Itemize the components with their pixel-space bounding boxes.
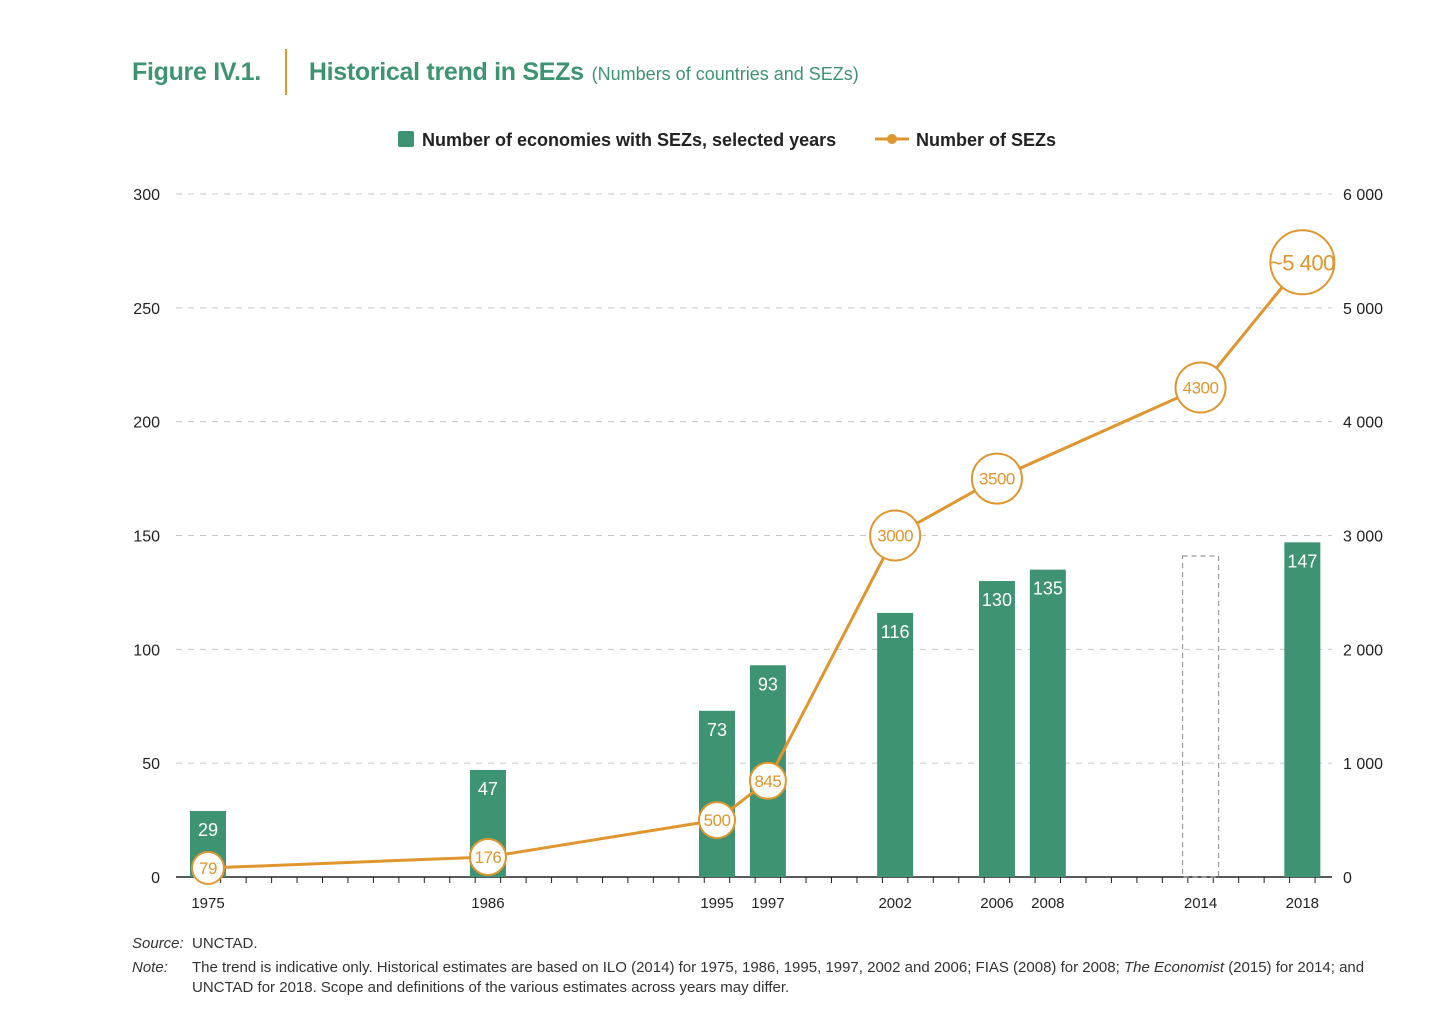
point-1995-label: 500: [704, 811, 731, 830]
x-tick-label: 2006: [980, 895, 1013, 912]
point-1995-marker: [698, 801, 736, 840]
y-left-tick-label: 100: [133, 642, 160, 659]
point-1997-label: 845: [754, 772, 781, 791]
source-label: Source:: [132, 935, 184, 952]
bar-2018-label: 147: [1287, 551, 1317, 571]
y-left-tick-label: 300: [133, 187, 160, 204]
bar-1986-label: 47: [478, 779, 498, 799]
figure-header: Figure IV.1. Historical trend in SEZs (N…: [132, 48, 859, 96]
point-1975-label: 79: [199, 859, 217, 878]
line-series: 79 176 500 845 3000 3500 4300 ~5 400: [191, 229, 1336, 886]
bar-2002-label: 116: [881, 622, 910, 642]
figure-title: Historical trend in SEZs: [308, 57, 584, 86]
note-text: The trend is indicative only. Historical…: [192, 958, 1392, 998]
point-2018-label: ~5 400: [1270, 250, 1335, 275]
y-left-tick-label: 0: [151, 870, 160, 887]
note-row: Note: The trend is indicative only. Hist…: [132, 958, 1392, 998]
bar-2008-label: 135: [1033, 579, 1063, 599]
note-text-part-2: (2015) for 2014; and UNCTAD for 2018. Sc…: [192, 959, 1365, 996]
sez-count-line: [207, 261, 1304, 870]
bar-2014-placeholder: [1181, 555, 1220, 878]
point-2002-marker: [869, 509, 922, 562]
y-right-tick-label: 5 000: [1343, 301, 1383, 318]
point-1986-marker: [468, 837, 507, 876]
point-1997-marker: [748, 761, 787, 800]
figure-subtitle: (Numbers of countries and SEZs): [591, 63, 859, 84]
y-right-tick-label: 2 000: [1343, 642, 1383, 659]
point-2014-label: 4300: [1183, 379, 1219, 398]
x-tick-label: 2008: [1031, 895, 1064, 912]
y-left-tick-label: 250: [133, 301, 160, 318]
point-2006-label: 3500: [979, 470, 1015, 489]
legend-bar-label: Number of economies with SEZs, selected …: [422, 130, 836, 150]
legend-bar-swatch: [398, 131, 414, 147]
bar-2006: [978, 581, 1015, 877]
note-text-italic: The Economist: [1123, 959, 1225, 976]
note-label: Note:: [132, 959, 168, 976]
y-right-tick-label: 0: [1343, 870, 1352, 887]
chart-legend: Number of economies with SEZs, selected …: [398, 130, 1056, 150]
y-left-tick-label: 200: [133, 415, 160, 432]
bar-1995: [699, 710, 735, 877]
bar-2002: [877, 612, 914, 877]
point-2006-marker: [970, 452, 1023, 505]
x-tick-label: 2002: [878, 895, 911, 912]
legend-line-label: Number of SEZs: [916, 130, 1056, 150]
source-text: UNCTAD.: [192, 935, 258, 952]
note-text-part-1: The trend is indicative only. Historical…: [192, 959, 1120, 976]
bar-1995-label: 73: [707, 720, 727, 740]
y-right-tick-label: 3 000: [1343, 529, 1383, 546]
figure-label: Figure IV.1.: [132, 57, 261, 86]
bar-1997-label: 93: [758, 674, 778, 694]
x-tick-label: 1997: [751, 895, 784, 912]
point-1986-label: 176: [475, 848, 502, 867]
bar-2018: [1284, 542, 1321, 877]
point-2002-label: 3000: [877, 527, 913, 546]
bar-2008: [1029, 569, 1066, 877]
point-2018-marker: [1269, 229, 1336, 296]
bar-2006-label: 130: [982, 590, 1012, 610]
y-right-tick-label: 6 000: [1343, 187, 1383, 204]
x-tick-label: 1975: [191, 895, 224, 912]
point-2014-marker: [1174, 361, 1227, 414]
axes: 1975 1986 1995 1997 2002 2006 2008 2014 2018: [176, 876, 1332, 912]
bar-1975-label: 29: [198, 820, 218, 840]
y-right-tick-label: 1 000: [1343, 756, 1383, 773]
source-row: Source: UNCTAD.: [132, 934, 1392, 954]
figure-notes: Source: UNCTAD. Note: The trend is indic…: [132, 934, 1392, 1002]
x-tick-label: 2014: [1184, 895, 1217, 912]
y-left-tick-label: 50: [142, 756, 160, 773]
point-1975-marker: [191, 851, 225, 886]
title-separator: [284, 49, 287, 95]
legend-line-marker: [887, 134, 897, 144]
sez-trend-chart: Number of economies with SEZs, selected …: [133, 130, 1383, 912]
y-left-tick-label: 150: [133, 529, 160, 546]
y-right-tick-label: 4 000: [1343, 415, 1383, 432]
bar-series: 29 47 73 93 116 130 135 147: [190, 542, 1321, 878]
x-tick-label: 1986: [471, 895, 504, 912]
x-tick-label: 2018: [1286, 895, 1319, 912]
x-tick-label: 1995: [700, 895, 733, 912]
